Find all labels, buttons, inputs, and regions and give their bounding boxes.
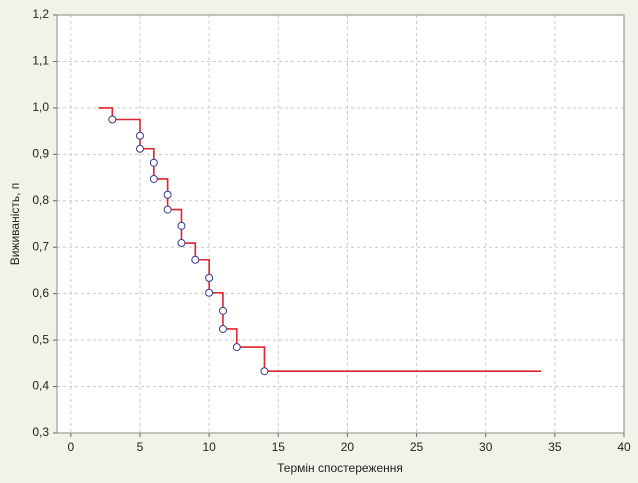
x-tick-label: 30	[479, 440, 493, 454]
y-tick-label: 0,9	[32, 147, 49, 161]
event-marker	[149, 158, 158, 167]
y-tick-label: 1,1	[32, 54, 49, 68]
event-marker	[260, 367, 269, 376]
y-axis-label: Виживаність, п	[8, 183, 22, 266]
x-tick-label: 20	[341, 440, 355, 454]
event-marker	[177, 221, 186, 230]
event-marker	[149, 174, 158, 183]
event-marker	[163, 190, 172, 199]
y-tick-label: 1,2	[32, 7, 49, 21]
x-tick-label: 5	[137, 440, 144, 454]
y-tick-label: 0,8	[32, 193, 49, 207]
x-tick-label: 10	[202, 440, 216, 454]
x-tick-label: 15	[272, 440, 286, 454]
plot-frame	[56, 14, 625, 434]
event-marker	[218, 306, 227, 315]
event-marker	[205, 288, 214, 297]
y-tick-label: 0,4	[32, 379, 49, 393]
y-tick-label: 0,5	[32, 332, 49, 346]
event-marker	[177, 239, 186, 248]
y-tick-label: 0,3	[32, 425, 49, 439]
y-tick-label: 0,7	[32, 239, 49, 253]
event-marker	[135, 131, 144, 140]
event-marker	[191, 255, 200, 264]
event-marker	[205, 273, 214, 282]
x-axis-label: Термін спостереження	[277, 461, 403, 475]
y-tick-label: 0,6	[32, 286, 49, 300]
event-marker	[232, 343, 241, 352]
x-tick-label: 25	[410, 440, 424, 454]
x-tick-label: 40	[617, 440, 631, 454]
event-marker	[108, 115, 117, 124]
event-marker	[163, 205, 172, 214]
x-tick-label: 35	[548, 440, 562, 454]
y-tick-label: 1,0	[32, 100, 49, 114]
plot-area	[57, 15, 624, 433]
event-marker	[218, 324, 227, 333]
event-marker	[135, 144, 144, 153]
x-tick-label: 0	[67, 440, 74, 454]
